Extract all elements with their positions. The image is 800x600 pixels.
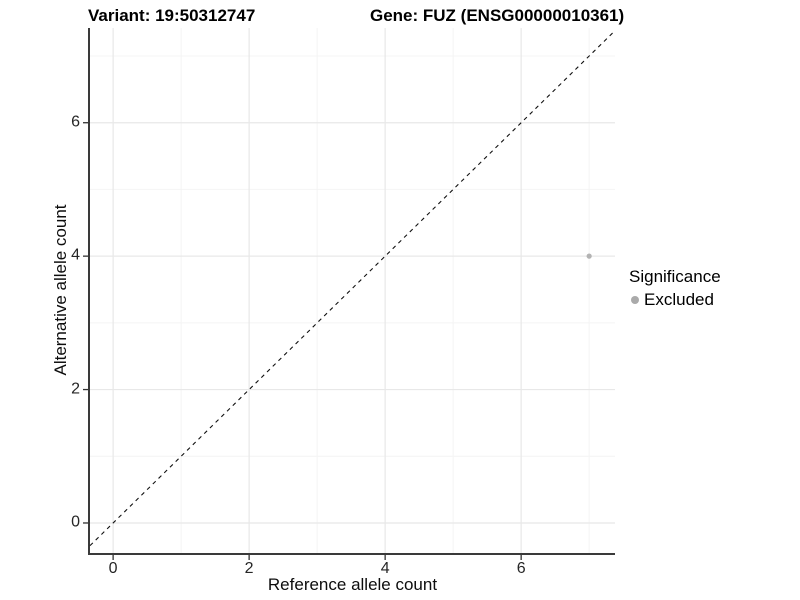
legend-point-icon (631, 296, 639, 304)
data-point (586, 253, 592, 259)
y-axis-title: Alternative allele count (51, 204, 70, 376)
legend-item-label: Excluded (644, 290, 714, 309)
x-tick-label: 0 (108, 560, 118, 577)
y-tick-label: 2 (71, 379, 80, 397)
plot-title-gene: Gene: FUZ (ENSG00000010361) (370, 6, 625, 25)
plot-title-variant: Variant: 19:50312747 (88, 6, 256, 25)
y-tick-label: 4 (71, 246, 80, 264)
y-tick-label: 0 (71, 513, 80, 531)
x-axis-title: Reference allele count (267, 575, 438, 594)
legend: Significance Excluded (629, 267, 721, 310)
plot-canvas (83, 28, 616, 560)
x-tick-label: 4 (380, 560, 390, 577)
legend-item-excluded: Excluded (629, 290, 721, 310)
identity-line (89, 30, 616, 547)
x-tick-label: 6 (516, 560, 526, 577)
plot-panel (83, 28, 616, 560)
y-tick-label: 6 (71, 112, 80, 130)
x-tick-label: 2 (244, 560, 254, 577)
legend-title: Significance (629, 267, 721, 286)
